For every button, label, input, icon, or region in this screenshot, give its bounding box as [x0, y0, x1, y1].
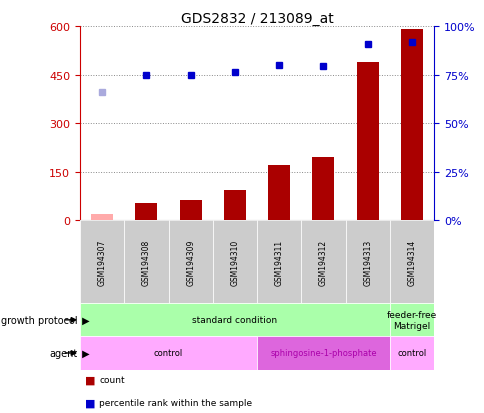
Bar: [224, 190, 245, 221]
Text: GSM194308: GSM194308: [142, 239, 151, 285]
Bar: [168, 221, 212, 304]
Text: GSM194307: GSM194307: [97, 239, 106, 285]
Text: sphingosine-1-phosphate: sphingosine-1-phosphate: [270, 349, 376, 358]
Bar: [135, 203, 157, 221]
Bar: [301, 221, 345, 304]
Text: GSM194311: GSM194311: [274, 239, 283, 285]
Text: ■: ■: [85, 375, 95, 385]
Text: GSM194310: GSM194310: [230, 239, 239, 285]
Bar: [356, 62, 378, 221]
Bar: [91, 214, 113, 221]
Bar: [179, 201, 201, 221]
Bar: [389, 337, 433, 370]
Text: standard condition: standard condition: [192, 316, 277, 325]
Text: control: control: [153, 349, 183, 358]
Text: GSM194314: GSM194314: [407, 239, 416, 285]
Text: GSM194313: GSM194313: [363, 239, 371, 285]
Text: ▶: ▶: [78, 348, 89, 358]
Bar: [80, 221, 124, 304]
Bar: [124, 221, 168, 304]
Text: ▶: ▶: [78, 315, 89, 325]
Text: percentile rank within the sample: percentile rank within the sample: [99, 398, 252, 407]
Bar: [257, 221, 301, 304]
Text: GSM194312: GSM194312: [318, 239, 327, 285]
Title: GDS2832 / 213089_at: GDS2832 / 213089_at: [181, 12, 333, 26]
Bar: [268, 166, 289, 221]
Bar: [312, 158, 334, 221]
Bar: [345, 221, 389, 304]
Bar: [389, 221, 433, 304]
Bar: [400, 30, 422, 221]
Bar: [389, 304, 433, 337]
Text: GSM194309: GSM194309: [186, 239, 195, 285]
Text: ■: ■: [85, 398, 95, 408]
Text: feeder-free
Matrigel: feeder-free Matrigel: [386, 311, 436, 330]
Text: growth protocol: growth protocol: [1, 315, 77, 325]
Bar: [80, 304, 389, 337]
Text: agent: agent: [49, 348, 77, 358]
Text: control: control: [396, 349, 426, 358]
Bar: [257, 337, 389, 370]
Bar: [212, 221, 257, 304]
Text: count: count: [99, 375, 125, 385]
Bar: [80, 337, 257, 370]
